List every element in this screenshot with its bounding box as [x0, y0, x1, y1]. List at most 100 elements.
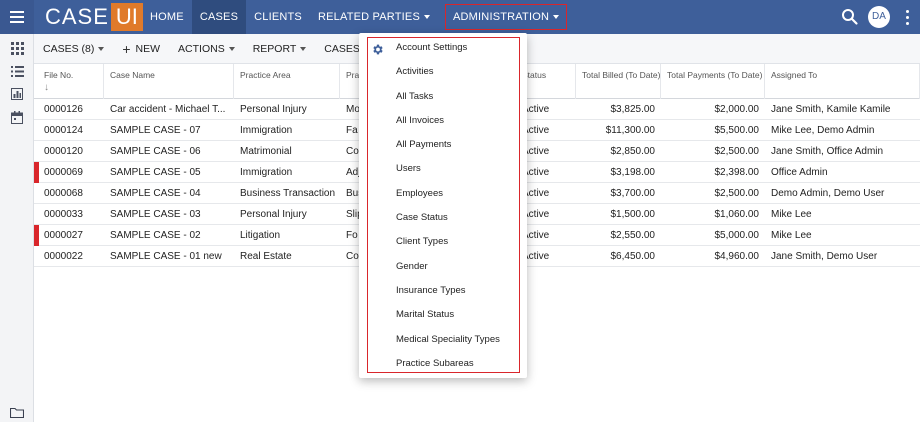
search-icon[interactable] — [840, 7, 860, 27]
report-dropdown[interactable]: REPORT — [244, 43, 316, 55]
cell-file-no[interactable]: 0000069 — [44, 167, 83, 178]
app-logo[interactable]: CASE UI — [45, 3, 143, 31]
nav-label: CLIENTS — [254, 11, 302, 23]
menu-item-case-status[interactable]: Case Status — [359, 206, 527, 230]
row-flag-marker — [34, 225, 39, 246]
cell-file-no[interactable]: 0000126 — [44, 104, 83, 115]
cell-case-name[interactable]: SAMPLE CASE - 01 new — [110, 251, 222, 262]
cell-status: Active — [522, 104, 550, 115]
menu-item-all-tasks[interactable]: All Tasks — [359, 85, 527, 109]
cell-billed: $2,550.00 — [610, 230, 656, 241]
cell-assigned: Mike Lee — [771, 209, 812, 220]
cell-case-name[interactable]: Car accident - Michael T... — [110, 104, 226, 115]
cell-file-no[interactable]: 0000120 — [44, 146, 83, 157]
grid-view-icon[interactable] — [7, 39, 27, 57]
menu-item-all-payments[interactable]: All Payments — [359, 133, 527, 157]
menu-item-employees[interactable]: Employees — [359, 182, 527, 206]
menu-item-practice-subareas[interactable]: Practice Subareas — [359, 352, 527, 376]
bar-chart-icon[interactable] — [7, 85, 27, 103]
cell-payments: $1,060.00 — [714, 209, 760, 220]
cell-billed: $6,450.00 — [610, 251, 656, 262]
cell-practice-sub: Fa — [346, 125, 358, 136]
cases-filter-dropdown[interactable]: CASES (8) — [34, 43, 113, 55]
cell-payments: $2,500.00 — [714, 188, 760, 199]
menu-item-gender[interactable]: Gender — [359, 255, 527, 279]
cell-case-name[interactable]: SAMPLE CASE - 02 — [110, 230, 201, 241]
cell-case-name[interactable]: SAMPLE CASE - 03 — [110, 209, 201, 220]
cell-file-no[interactable]: 0000027 — [44, 230, 83, 241]
column-header[interactable]: File No. ↓ — [38, 64, 104, 99]
cell-case-name[interactable]: SAMPLE CASE - 06 — [110, 146, 201, 157]
column-header[interactable]: Case Name — [104, 64, 234, 99]
cell-case-name[interactable]: SAMPLE CASE - 05 — [110, 167, 201, 178]
nav-label: HOME — [150, 11, 184, 23]
cell-billed: $3,700.00 — [610, 188, 656, 199]
cell-payments: $4,960.00 — [714, 251, 760, 262]
cell-practice-sub: Adj — [346, 167, 361, 178]
menu-item-activities[interactable]: Activities — [359, 60, 527, 84]
column-header[interactable]: Practice Area — [234, 64, 340, 99]
cell-file-no[interactable]: 0000068 — [44, 188, 83, 199]
menu-item-users[interactable]: Users — [359, 157, 527, 181]
menu-item-label: Medical Speciality Types — [396, 333, 500, 345]
cell-case-name[interactable]: SAMPLE CASE - 04 — [110, 188, 201, 199]
column-header[interactable]: Total Payments (To Date) — [661, 64, 765, 99]
cell-practice-sub: Slip — [346, 209, 363, 220]
administration-menu-list: Account Settings Activities All Tasks All I… — [359, 36, 527, 376]
cell-assigned: Jane Smith, Demo User — [771, 251, 878, 262]
plus-icon: + — [122, 40, 131, 57]
cell-assigned: Demo Admin, Demo User — [771, 188, 885, 199]
cell-payments: $2,398.00 — [714, 167, 760, 178]
cell-file-no[interactable]: 0000124 — [44, 125, 83, 136]
main-nav: HOME CASES CLIENTS RELATED PARTIES ADMINISTR… — [142, 0, 571, 34]
cell-case-name[interactable]: SAMPLE CASE - 07 — [110, 125, 201, 136]
menu-item-medical-speciality-types[interactable]: Medical Speciality Types — [359, 328, 527, 352]
report-label: REPORT — [252, 42, 297, 55]
menu-item-label: Account Settings — [396, 42, 468, 53]
cell-practice-area: Real Estate — [240, 251, 292, 262]
top-navigation-bar: CASE UI HOME CASES CLIENTS RELATED PARTIES A… — [0, 0, 920, 34]
menu-item-insurance-types[interactable]: Insurance Types — [359, 279, 527, 303]
column-header[interactable]: Total Billed (To Date) — [576, 64, 661, 99]
cell-file-no[interactable]: 0000033 — [44, 209, 83, 220]
menu-item-marital-status[interactable]: Marital Status — [359, 303, 527, 327]
cell-practice-sub: Fo — [346, 230, 358, 241]
chevron-down-icon — [228, 46, 235, 51]
gear-icon — [371, 42, 384, 55]
nav-related-parties[interactable]: RELATED PARTIES — [310, 0, 438, 34]
nav-clients[interactable]: CLIENTS — [246, 0, 310, 34]
list-view-icon[interactable] — [7, 62, 27, 80]
new-case-button[interactable]: + NEW — [113, 40, 169, 57]
cell-file-no[interactable]: 0000022 — [44, 251, 83, 262]
nav-home[interactable]: HOME — [142, 0, 192, 34]
folder-icon[interactable] — [7, 403, 27, 421]
column-header[interactable]: Assigned To — [765, 64, 920, 99]
cell-status: Active — [522, 188, 550, 199]
hamburger-menu-icon[interactable] — [0, 0, 34, 34]
menu-item-client-types[interactable]: Client Types — [359, 230, 527, 254]
menu-item-account-settings[interactable]: Account Settings — [359, 36, 527, 60]
administration-dropdown-menu: Account Settings Activities All Tasks All I… — [359, 33, 527, 378]
user-avatar[interactable]: DA — [868, 6, 890, 28]
cell-practice-sub: Co — [346, 146, 359, 157]
cell-assigned: Office Admin — [771, 167, 828, 178]
cell-practice-area: Business Transaction — [240, 188, 336, 199]
chevron-down-icon — [424, 15, 430, 20]
column-header[interactable]: Status — [516, 64, 576, 99]
actions-label: ACTIONS — [178, 42, 225, 55]
more-vertical-icon[interactable] — [900, 8, 914, 26]
column-header-label: Practice Area — [240, 70, 291, 80]
menu-item-label: Case Status — [396, 212, 448, 224]
cell-practice-area: Immigration — [240, 125, 293, 136]
nav-cases[interactable]: CASES — [191, 0, 247, 34]
sort-arrow-icon[interactable]: ↓ — [44, 82, 49, 93]
column-header-label: File No. — [44, 70, 74, 80]
cell-practice-sub: Mo — [346, 104, 360, 115]
calendar-icon[interactable] — [7, 108, 27, 126]
cell-practice-area: Matrimonial — [240, 146, 292, 157]
nav-administration[interactable]: ADMINISTRATION — [441, 0, 571, 34]
actions-dropdown[interactable]: ACTIONS — [169, 43, 244, 55]
menu-item-all-invoices[interactable]: All Invoices — [359, 109, 527, 133]
cell-payments: $5,500.00 — [714, 125, 760, 136]
column-header-label: Case Name — [110, 70, 155, 80]
